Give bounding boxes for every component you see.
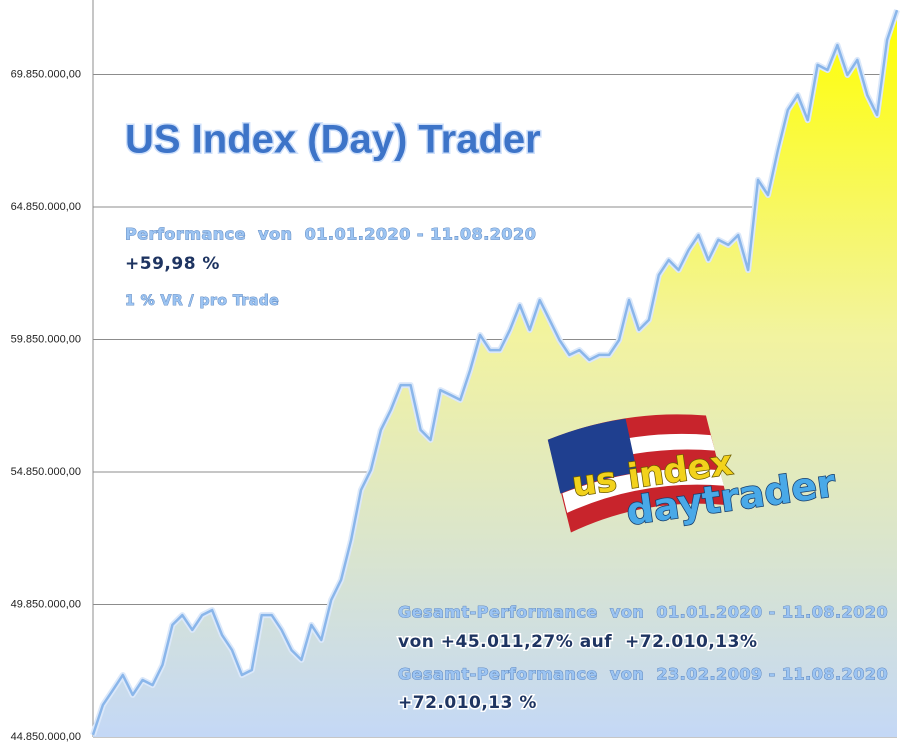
- annotation: +72.010,13 %: [398, 693, 537, 713]
- chart-title: US Index (Day) Trader: [125, 118, 541, 162]
- annotation: 1 % VR / pro Trade: [125, 293, 279, 309]
- y-tick-label: 54.850.000,00: [11, 466, 81, 478]
- y-tick-label: 64.850.000,00: [11, 201, 81, 213]
- y-tick-label: 69.850.000,00: [11, 68, 81, 80]
- annotation: von +45.011,27% auf +72.010,13%: [398, 632, 758, 652]
- annotation: Performance von 01.01.2020 - 11.08.2020: [125, 225, 536, 244]
- annotation: Gesamt-Performance von 23.02.2009 - 11.0…: [398, 665, 888, 684]
- annotation: +59,98 %: [125, 254, 220, 274]
- y-tick-label: 44.850.000,00: [11, 731, 81, 743]
- line: [91, 9, 899, 736]
- y-tick-label: 59.850.000,00: [11, 333, 81, 345]
- area: [93, 10, 897, 738]
- y-tick-label: 49.850.000,00: [11, 598, 81, 610]
- annotation: Gesamt-Performance von 01.01.2020 - 11.0…: [398, 603, 888, 622]
- flag-canton: [547, 418, 638, 494]
